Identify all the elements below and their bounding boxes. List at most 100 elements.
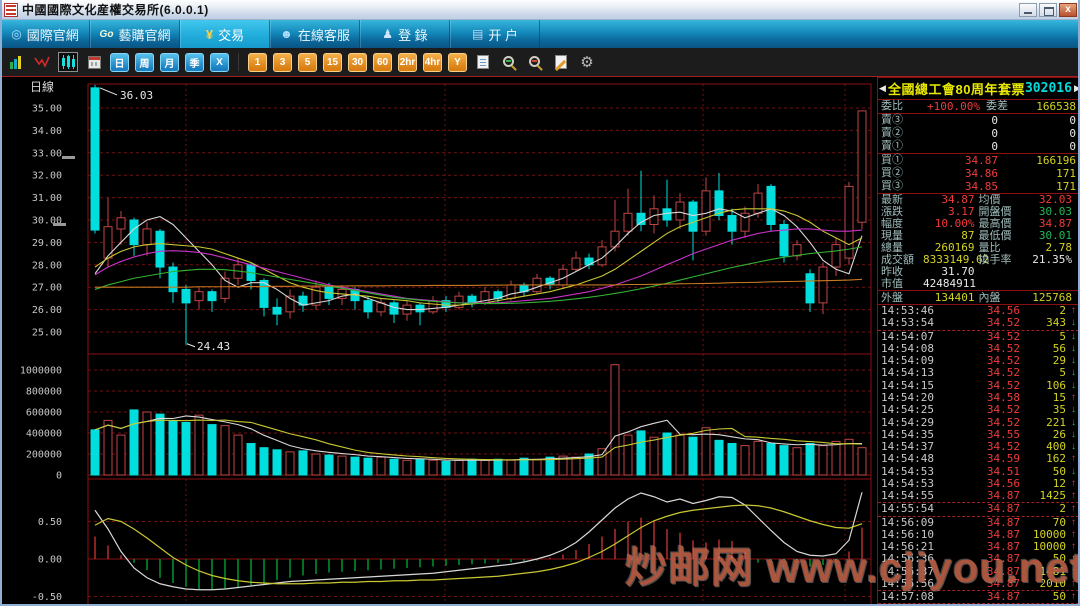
zoom-in-button[interactable]: [499, 52, 519, 72]
stat-cell: 最低價 30.01: [979, 230, 1077, 243]
tick-time: 14:56:37: [881, 564, 934, 578]
candlestick-button[interactable]: [58, 52, 78, 72]
close-button[interactable]: x: [1059, 2, 1077, 17]
edit-button[interactable]: [551, 52, 571, 72]
down-arrow-icon: ↓: [1071, 330, 1076, 342]
period-day-button[interactable]: 日: [110, 52, 129, 72]
up-arrow-icon: ↑: [1071, 503, 1076, 515]
tick-qty: 5: [1059, 366, 1066, 380]
min-30-button[interactable]: 30: [348, 52, 367, 72]
stat-cell: 最高價 34.87: [979, 218, 1077, 231]
bid-price: 34.85: [964, 180, 998, 193]
tick-qty: 12: [1052, 476, 1066, 490]
tab-login[interactable]: ♟ 登 錄: [360, 20, 450, 48]
zoom-in-icon: [502, 55, 514, 67]
bar-chart-button[interactable]: [6, 52, 26, 72]
min-5-button[interactable]: 5: [298, 52, 317, 72]
bid-row-2: 買② 34.86 171: [878, 167, 1079, 180]
titlebar: 中國國際文化産權交易所(6.0.0.1) x: [0, 0, 1080, 20]
tick-qty: 400: [1046, 440, 1066, 454]
tick-price: 34.52: [986, 354, 1020, 368]
min-1-button[interactable]: 1: [248, 52, 267, 72]
next-stock-arrow[interactable]: ▶: [1073, 83, 1080, 93]
bid-row-1: 買① 34.87 166196: [878, 154, 1079, 167]
tick-time: 14:54:48: [881, 452, 934, 466]
svg-text:36.03: 36.03: [120, 89, 153, 102]
line-chart-button[interactable]: [32, 52, 52, 72]
notepad-button[interactable]: [473, 52, 493, 72]
tick-qty: 15: [1052, 390, 1066, 404]
tick-time: 14:53:46: [881, 305, 934, 318]
settings-button[interactable]: ⚙: [577, 52, 597, 72]
bid-qty: 166196: [1036, 154, 1076, 167]
tab-label: 交易: [218, 27, 245, 43]
settings-icon: ⚙: [580, 53, 594, 71]
tab-label: 藝購官網: [118, 27, 171, 43]
tick-price: 34.87: [986, 552, 1020, 566]
stat-value: 87: [961, 229, 975, 242]
tick-qty: 162: [1046, 452, 1066, 466]
period-quarter-button[interactable]: 季: [185, 52, 204, 72]
quote-panel: ◀ 全國總工會80周年套票 302016 ▶ 委比 +100.00% 委差 16653…: [877, 77, 1080, 606]
up-arrow-icon: ↑: [1071, 490, 1076, 502]
up-arrow-icon: ↑: [1071, 453, 1076, 465]
tick-qty: 50: [1052, 464, 1066, 478]
tick-qty: 5: [1059, 329, 1066, 343]
tick-time: 14:59:27: [881, 604, 937, 605]
period-month-button[interactable]: 月: [160, 52, 179, 72]
tab-trade[interactable]: ¥ 交易: [180, 20, 270, 48]
tick-row: 14:54:53 34.51 50 ↓: [878, 465, 1079, 477]
stat-label: 外盤: [881, 291, 903, 304]
intl-site-icon: ◎: [11, 27, 22, 41]
login-icon: ♟: [382, 27, 394, 41]
tick-row: 14:54:29 34.52 221 ↓: [878, 416, 1079, 428]
svg-text:0: 0: [56, 471, 62, 482]
min-3-button[interactable]: 3: [273, 52, 292, 72]
period-year-button[interactable]: Y: [448, 52, 467, 72]
svg-text:25.00: 25.00: [32, 328, 62, 339]
tick-qty: 50: [1052, 552, 1066, 566]
tab-open-account[interactable]: ▤ 开 户: [450, 20, 540, 48]
hour-2-button[interactable]: 2hr: [398, 52, 417, 72]
stat-label: 換手率: [978, 254, 1012, 266]
min-60-button[interactable]: 60: [373, 52, 392, 72]
period-x-button[interactable]: X: [210, 52, 229, 72]
tick-price: 34.52: [986, 415, 1020, 429]
maximize-button[interactable]: [1039, 2, 1057, 17]
prev-stock-arrow[interactable]: ◀: [879, 83, 886, 93]
ask-qty: 0: [1069, 127, 1076, 140]
kline-chart[interactable]: 35.00 34.00 33.00 32.00 31.00 30.00 29.00 28.00…: [0, 77, 877, 606]
tick-qty: 56: [1052, 341, 1066, 355]
hour-4-button[interactable]: 4hr: [423, 52, 442, 72]
zoom-out-button[interactable]: [525, 52, 545, 72]
tick-time: 14:56:56: [881, 576, 934, 590]
svg-text:30.00: 30.00: [32, 216, 62, 227]
tab-art-mall[interactable]: Go 藝購官網: [90, 20, 180, 48]
period-week-button[interactable]: 周: [135, 52, 154, 72]
tick-qty: 2: [1059, 305, 1066, 318]
bid-label: 買③: [881, 180, 903, 192]
tab-online-service[interactable]: ☻ 在線客服: [270, 20, 360, 48]
tick-row: 14:55:54 34.87 2 ↑: [878, 502, 1079, 515]
tick-time: 14:56:10: [881, 527, 934, 541]
stat-row: 外盤 134401 內盤 125768: [878, 290, 1079, 305]
minimize-button[interactable]: [1019, 2, 1037, 17]
bid-qty: 171: [1056, 167, 1076, 180]
open-account-icon: ▤: [472, 27, 484, 41]
up-arrow-icon: ↑: [1071, 305, 1076, 317]
tick-price: 34.52: [986, 440, 1020, 454]
tab-intl-site[interactable]: ◎ 國際官網: [0, 20, 90, 48]
bar-chart-icon: [9, 55, 23, 69]
down-arrow-icon: ↓: [1071, 379, 1076, 391]
notepad-icon: [477, 55, 489, 69]
tick-price: 34.52: [986, 403, 1020, 417]
calendar-button[interactable]: [84, 52, 104, 72]
tick-price: 34.87: [986, 515, 1020, 529]
down-arrow-icon: ↓: [1071, 317, 1076, 329]
weibi-row: 委比 +100.00% 委差 166538: [878, 100, 1079, 113]
ask-qty: 0: [1069, 114, 1076, 127]
separator: [878, 153, 1079, 154]
min-15-button[interactable]: 15: [323, 52, 342, 72]
tick-time: 14:54:07: [881, 329, 934, 343]
stat-value: 134401: [934, 290, 975, 304]
